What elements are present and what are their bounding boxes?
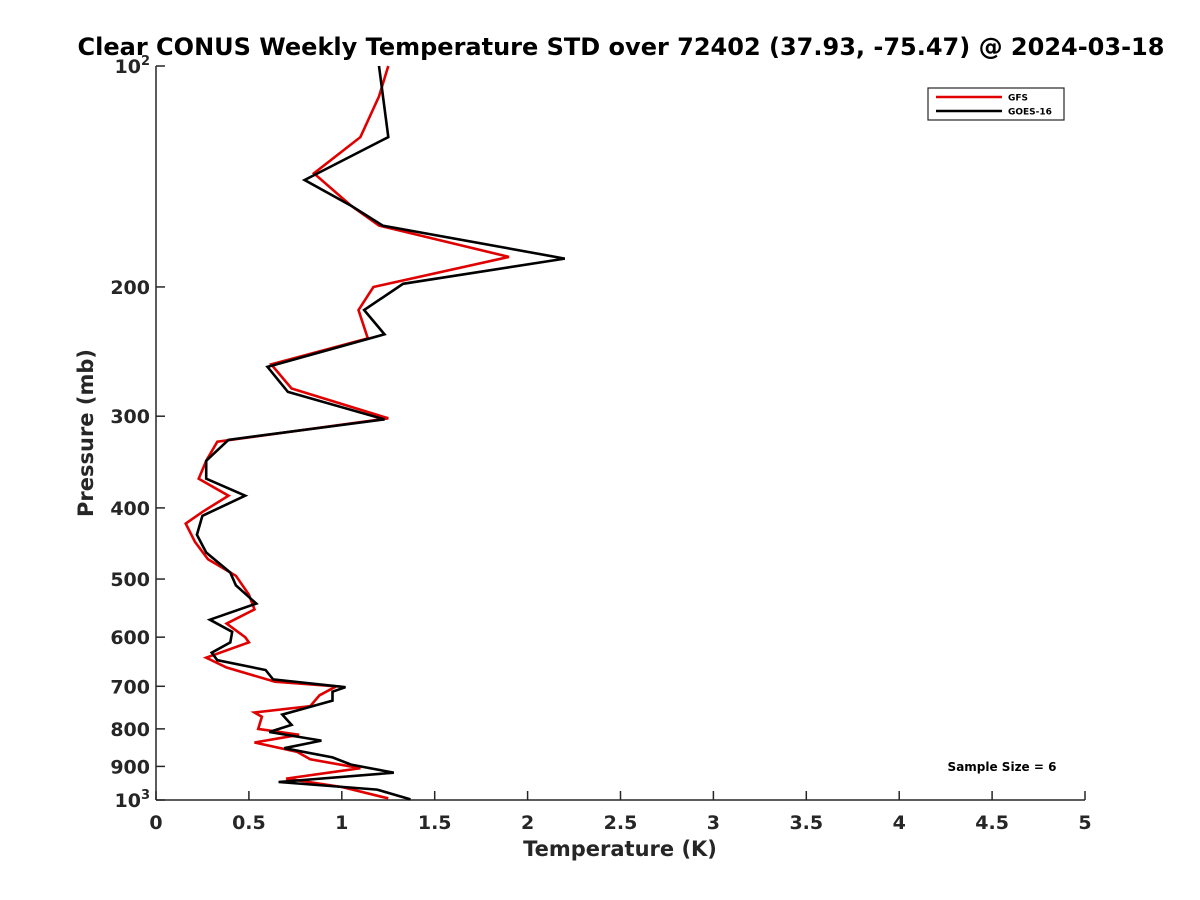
- series-line-gfs: [184, 65, 510, 800]
- x-tick-label: 0.5: [232, 812, 266, 834]
- sample-size-annotation: Sample Size = 6: [948, 760, 1057, 774]
- series-line-goes-16: [195, 65, 566, 801]
- y-tick-label: 200: [110, 277, 150, 299]
- x-tick-label: 4.5: [975, 812, 1009, 834]
- y-tick-label: 103: [115, 788, 151, 812]
- x-axis-ticks: 0 0.5 1 1.5 2 2.5 3 3.5 4 4.5 5: [149, 791, 1092, 834]
- legend-box: [927, 87, 1065, 121]
- y-tick-label: 900: [110, 756, 150, 778]
- legend: GFS GOES-16: [927, 87, 1065, 121]
- x-axis-label: Temperature (K): [523, 837, 717, 861]
- y-tick-label: 500: [110, 569, 150, 591]
- x-tick-label: 3.5: [789, 812, 823, 834]
- x-tick-label: 0: [149, 812, 162, 834]
- x-tick-label: 4: [893, 812, 906, 834]
- legend-label: GOES-16: [1008, 108, 1052, 118]
- y-tick-label: 700: [110, 676, 150, 698]
- x-tick-label: 2: [521, 812, 534, 834]
- x-tick-label: 5: [1078, 812, 1091, 834]
- y-axis-ticks: 102 200 300 400 500 600 700 800 900 103: [110, 54, 165, 812]
- y-axis-label: Pressure (mb): [74, 349, 98, 517]
- y-tick-label: 400: [110, 498, 150, 520]
- x-tick-label: 1: [335, 812, 348, 834]
- legend-label: GFS: [1008, 94, 1028, 104]
- x-tick-label: 1.5: [418, 812, 452, 834]
- y-tick-label: 102: [115, 54, 151, 78]
- chart-title: Clear CONUS Weekly Temperature STD over …: [78, 33, 1165, 61]
- series-group: [184, 65, 566, 801]
- x-tick-label: 2.5: [604, 812, 638, 834]
- y-tick-label: 600: [110, 627, 150, 649]
- y-tick-label: 800: [110, 719, 150, 741]
- x-tick-label: 3: [707, 812, 720, 834]
- y-tick-label: 300: [110, 406, 150, 428]
